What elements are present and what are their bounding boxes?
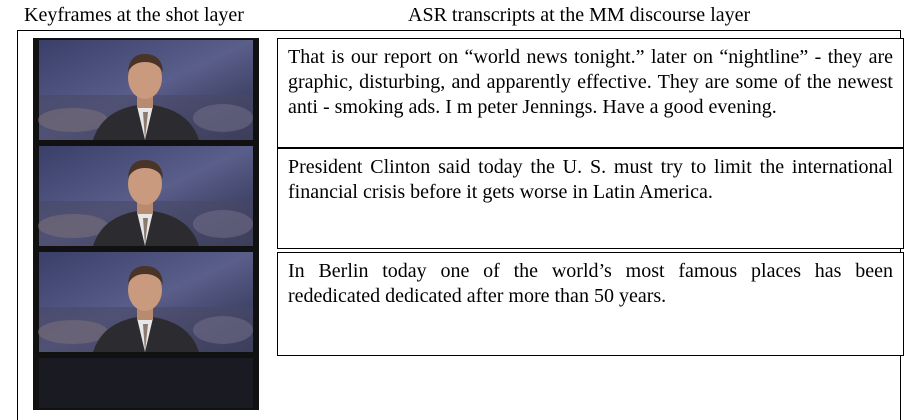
transcript: That is our report on “world news tonigh… [277,38,904,148]
transcript: President Clinton said today the U. S. m… [277,148,904,249]
column-header: ASR transcripts at the MM discourse laye… [408,4,750,27]
transcript: In Berlin today one of the world’s most … [277,252,904,356]
column-header: Keyframes at the shot layer [24,4,244,27]
page: {"header": {"left_title": "Keyframes at … [0,0,923,412]
keyframe-strip [33,38,259,410]
